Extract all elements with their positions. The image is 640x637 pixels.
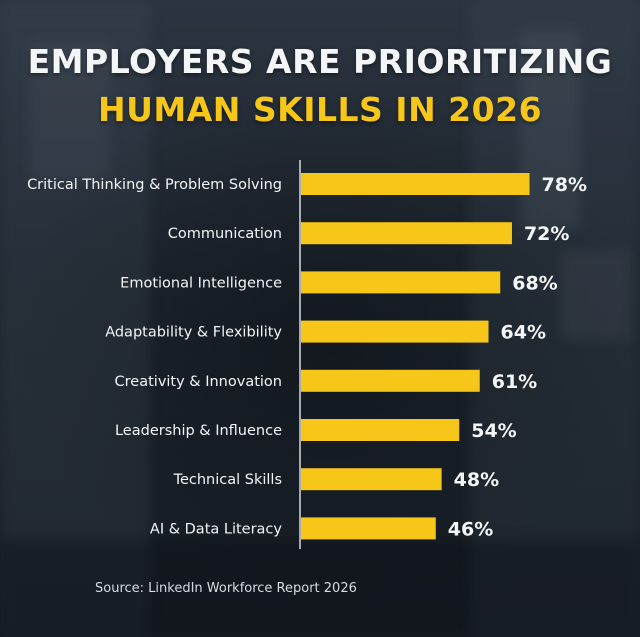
value-label: 46%	[448, 518, 493, 540]
category-label: Adaptability & Flexibility	[105, 325, 282, 341]
category-label: Communication	[168, 226, 282, 242]
value-label: 78%	[542, 174, 587, 196]
value-label: 61%	[492, 371, 537, 393]
value-label: 64%	[501, 322, 546, 344]
category-label: AI & Data Literacy	[150, 521, 282, 537]
value-label: 68%	[512, 272, 557, 294]
value-label: 48%	[454, 469, 499, 491]
bar	[301, 517, 436, 540]
bar	[301, 173, 530, 195]
chart-title-line-1: EMPLOYERS ARE PRIORITIZING	[27, 42, 613, 81]
category-label: Technical Skills	[173, 472, 282, 488]
category-label: Critical Thinking & Problem Solving	[27, 177, 282, 193]
bar	[301, 320, 489, 343]
value-label: 54%	[471, 420, 516, 442]
source-note: Source: LinkedIn Workforce Report 2026	[95, 581, 357, 596]
category-label: Creativity & Innovation	[115, 374, 282, 390]
category-label: Leadership & Influence	[115, 423, 282, 439]
bar	[301, 419, 460, 441]
category-label: Emotional Intelligence	[120, 275, 282, 291]
bar	[301, 468, 442, 491]
bar	[301, 222, 512, 245]
chart-title-line-2: HUMAN SKILLS IN 2026	[97, 90, 543, 129]
bar	[301, 271, 501, 294]
value-label: 72%	[524, 223, 569, 245]
bar	[301, 369, 480, 392]
